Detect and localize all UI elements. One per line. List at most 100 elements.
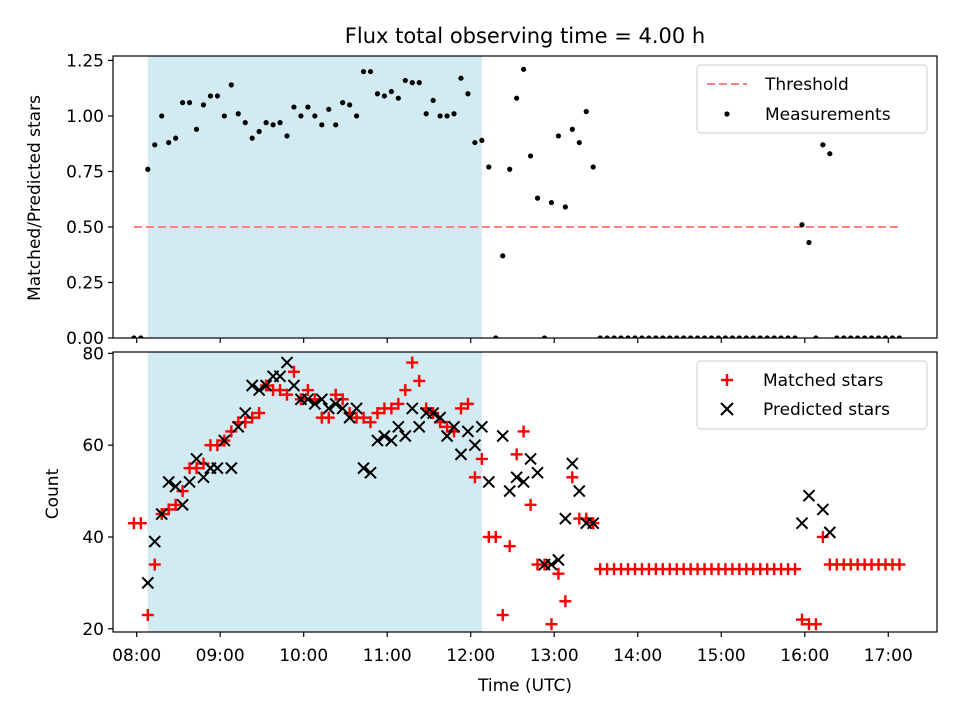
predicted-star-point [308,397,322,411]
measurement-point [159,113,165,119]
measurement-point [507,166,513,172]
measurement-point [214,93,220,99]
matched-star-point [141,609,154,622]
measurement-point [708,335,715,338]
predicted-star-point [573,484,586,498]
bottom-axes-frame [112,351,938,633]
bottom-series-1 [141,356,837,590]
predicted-legend-handle [720,402,734,416]
matched-star-point [385,402,398,415]
matched-star-point [566,471,579,484]
measurement-point [138,335,144,338]
matched-star-point [524,498,537,511]
measurement-point [395,95,401,101]
measurement-point [813,335,819,338]
top-panel: Flux total observing time = 4.00 h 0.000… [25,24,938,349]
predicted-star-point [350,402,363,415]
top-plot-area: 0.00 0.25 0.50 0.75 1.00 1.25 [66,51,938,349]
matched-star-point [454,402,467,415]
predicted-star-point [218,434,231,447]
measurement-point [423,111,429,117]
measurement-point [799,222,805,228]
measurement-point [333,122,339,128]
predicted-star-point [816,503,830,516]
measurement-point [653,335,659,338]
top-series-0 [131,66,903,338]
predicted-star-point [245,379,259,392]
predicted-star-point [197,471,210,484]
predicted-star-point [301,393,315,406]
xtick-label: 16:00 [780,646,829,666]
predicted-star-point [475,420,489,434]
measurement-point [611,335,617,338]
measurement-point [674,335,680,338]
measurement-point [694,335,701,338]
measurement-point [541,335,548,338]
matched-star-point [162,503,175,516]
predicted-star-point [148,535,161,548]
measurement-point [827,151,833,157]
predicted-star-point [378,429,391,443]
measurement-point [402,77,408,84]
measurement-point [221,113,227,119]
predicted-star-point [496,429,509,443]
bottom-panel: 20 40 60 80 08:00 09:00 10:00 11:00 12:00 13:00 14… [43,344,938,696]
measurement-point [590,164,596,170]
matched-star-point [552,567,565,580]
predicted-star-point [322,402,335,415]
measurement-point [715,335,722,338]
xtick-label: 09:00 [196,646,245,666]
measurement-point [722,335,729,338]
measurement-point [806,239,812,246]
measurement-point [291,104,297,110]
predicted-star-point [566,457,579,470]
measurement-point [437,113,443,119]
measurement-point [152,142,158,148]
measurement-point [465,91,471,97]
matched-star-point [197,457,210,470]
bottom-y-axis-label: Count [43,468,63,519]
matched-star-point [169,498,182,511]
predicted-star-point [517,475,530,489]
measurement-point [646,335,652,338]
matched-star-point [809,618,822,631]
matched-star-point [559,595,572,608]
predicted-star-point [287,379,301,392]
measurement-point [131,335,137,338]
predicted-star-point [461,425,475,438]
measurement-point [500,253,506,259]
measurement-point [604,335,610,338]
matched-star-point [413,374,426,387]
top-legend-box [696,64,928,134]
measurement-point [882,335,889,338]
measurement-point [347,102,353,108]
matched-legend-label: Matched stars [763,371,883,391]
xtick-label: 12:00 [446,646,495,666]
predicted-star-point [155,507,168,521]
measurement-point [785,335,791,338]
measurement-point [277,120,283,126]
matched-star-point [441,420,454,433]
top-ytick-label: 1.25 [66,51,104,71]
measurement-point [186,100,193,106]
predicted-star-point [503,484,516,498]
predicted-star-point [413,420,426,434]
matched-star-point [893,558,906,571]
measurement-point [479,137,485,143]
measurements-legend-handle [724,111,730,117]
top-y-axis-label: Matched/Predicted stars [25,95,45,301]
predicted-star-point [176,498,189,512]
matched-star-point [176,485,189,498]
measurement-point [667,335,673,338]
matched-star-point [545,618,558,631]
measurement-point [173,135,179,141]
measurement-point [521,66,527,72]
measurement-point [228,82,234,88]
measurement-point [367,68,374,75]
xtick-label: 17:00 [864,646,913,666]
predicted-star-point [315,393,328,406]
measurement-point [353,113,360,119]
bottom-legend: Matched stars Predicted stars [696,360,928,430]
predicted-star-point [406,402,419,415]
